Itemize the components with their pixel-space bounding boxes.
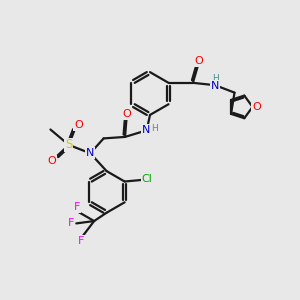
Text: O: O	[122, 109, 131, 119]
Text: H: H	[152, 124, 158, 134]
Text: O: O	[194, 56, 203, 66]
Text: H: H	[212, 74, 219, 83]
Text: N: N	[142, 125, 151, 135]
Text: O: O	[74, 120, 83, 130]
Text: S: S	[65, 138, 73, 152]
Text: F: F	[78, 236, 85, 246]
Text: N: N	[211, 81, 219, 91]
Text: O: O	[47, 156, 56, 166]
Text: Cl: Cl	[142, 174, 152, 184]
Text: F: F	[74, 202, 80, 212]
Text: F: F	[68, 218, 74, 228]
Text: N: N	[86, 148, 94, 158]
Text: O: O	[252, 102, 261, 112]
